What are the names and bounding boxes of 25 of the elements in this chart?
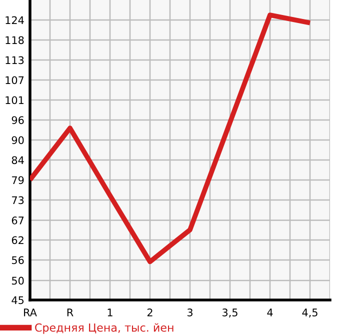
x-tick-label: 2 — [147, 308, 152, 316]
y-tick-label: 79 — [12, 176, 24, 184]
x-tick-label: 3,5 — [222, 308, 238, 318]
y-tick-label: 73 — [12, 196, 24, 204]
x-tick-label: RA — [24, 308, 37, 316]
y-tick-label: 107 — [6, 76, 24, 84]
x-tick-label: 4 — [267, 308, 273, 316]
y-tick-label: 90 — [12, 136, 24, 144]
y-tick-label: 50 — [12, 276, 24, 285]
y-tick-label: 118 — [6, 36, 24, 44]
line-series — [30, 12, 312, 264]
x-tick-label: R — [67, 308, 74, 316]
legend-label: Средняя Цена, тыс. йен — [35, 323, 174, 334]
y-tick-label: 45 — [12, 296, 24, 304]
y-tick-label: 62 — [12, 236, 24, 244]
x-tick-label: 4,5 — [302, 308, 318, 318]
y-tick-label: 101 — [6, 96, 24, 104]
y-tick-label: 56 — [12, 256, 24, 264]
y-tick-label: 113 — [6, 56, 24, 64]
x-tick-label: 3 — [187, 308, 192, 316]
y-tick-label: 96 — [12, 116, 24, 124]
x-tick-label: 1 — [108, 308, 112, 316]
y-tick-label: 84 — [12, 156, 24, 164]
y-tick-label: 67 — [12, 216, 24, 224]
y-tick-label: 124 — [6, 16, 24, 24]
